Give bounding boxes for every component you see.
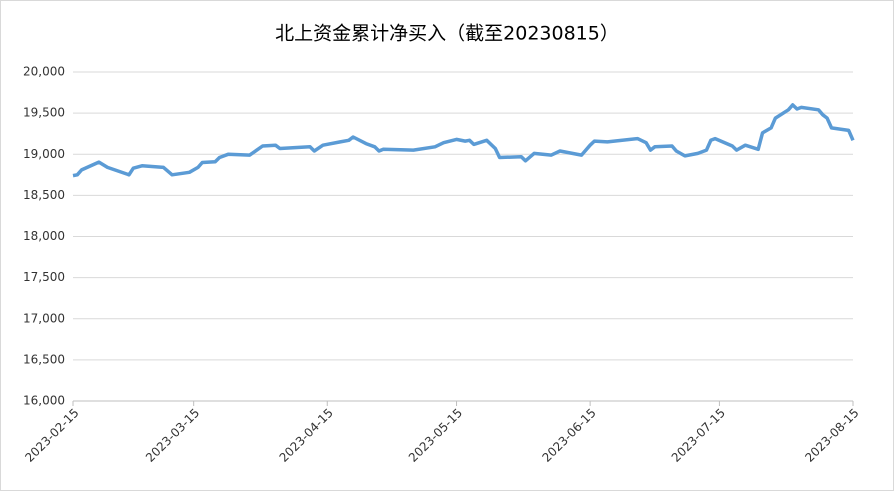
y-tick-label: 17,000	[23, 311, 65, 325]
chart-title: 北上资金累计净买入（截至20230815）	[275, 23, 619, 45]
y-tick-label: 16,500	[23, 352, 65, 366]
data-line	[72, 103, 855, 178]
y-tick-label: 20,000	[23, 65, 65, 79]
y-tick-label: 16,000	[23, 394, 65, 408]
y-tick-label: 18,000	[23, 229, 65, 243]
y-tick-label: 19,500	[23, 106, 65, 120]
y-tick-label: 19,000	[23, 147, 65, 161]
y-tick-label: 17,500	[23, 270, 65, 284]
y-tick-label: 18,500	[23, 188, 65, 202]
